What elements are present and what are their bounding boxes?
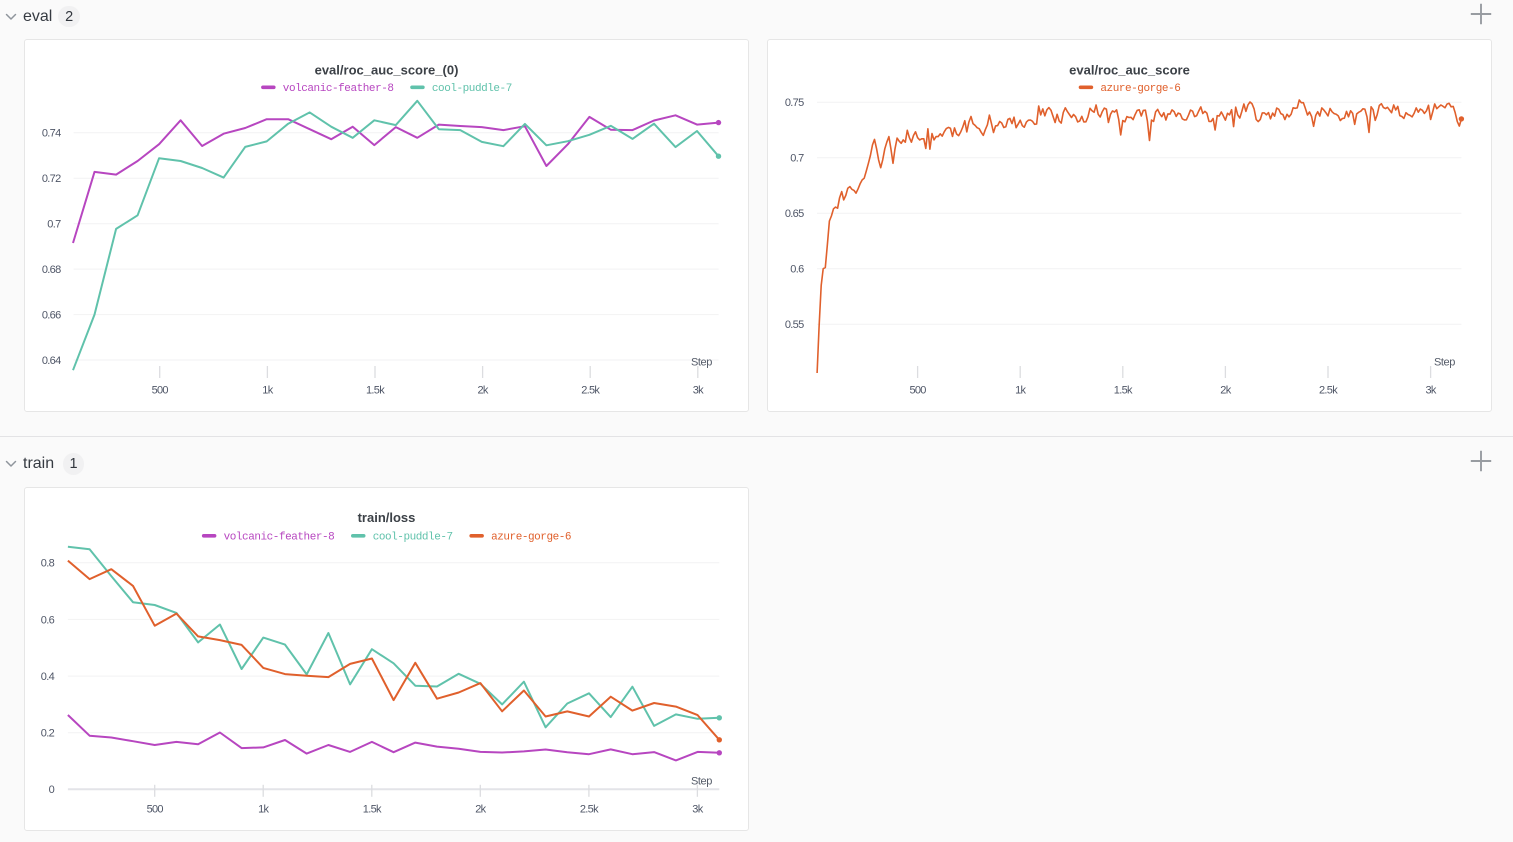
svg-text:1.5k: 1.5k <box>366 385 385 397</box>
svg-text:train/loss: train/loss <box>358 509 416 524</box>
svg-text:eval/roc_auc_score: eval/roc_auc_score <box>1069 63 1190 78</box>
svg-text:cool-puddle-7: cool-puddle-7 <box>432 83 512 95</box>
svg-text:2k: 2k <box>1220 385 1231 397</box>
svg-text:0: 0 <box>49 784 55 796</box>
svg-text:500: 500 <box>909 385 926 397</box>
svg-text:0.66: 0.66 <box>42 309 61 321</box>
svg-text:2k: 2k <box>477 385 488 397</box>
svg-text:Step: Step <box>691 357 712 369</box>
svg-text:Step: Step <box>1434 357 1455 369</box>
svg-text:0.72: 0.72 <box>42 173 61 185</box>
svg-text:0.6: 0.6 <box>41 614 55 626</box>
svg-text:0.7: 0.7 <box>47 219 61 231</box>
svg-text:3k: 3k <box>1425 385 1436 397</box>
svg-text:1k: 1k <box>262 385 273 397</box>
svg-text:0.65: 0.65 <box>785 208 804 220</box>
svg-text:2.5k: 2.5k <box>1319 385 1338 397</box>
svg-text:1.5k: 1.5k <box>1114 385 1133 397</box>
svg-text:1k: 1k <box>258 803 269 815</box>
svg-text:volcanic-feather-8: volcanic-feather-8 <box>224 531 335 543</box>
svg-text:500: 500 <box>152 385 169 397</box>
svg-text:0.64: 0.64 <box>42 355 61 367</box>
svg-text:2k: 2k <box>475 803 486 815</box>
svg-text:volcanic-feather-8: volcanic-feather-8 <box>283 83 394 95</box>
svg-text:0.8: 0.8 <box>41 557 55 569</box>
svg-text:500: 500 <box>147 803 164 815</box>
svg-text:0.74: 0.74 <box>42 128 61 140</box>
svg-text:0.2: 0.2 <box>41 727 55 739</box>
svg-text:2.5k: 2.5k <box>580 803 599 815</box>
svg-text:1.5k: 1.5k <box>363 803 382 815</box>
svg-text:1k: 1k <box>1015 385 1026 397</box>
svg-text:eval/roc_auc_score_(0): eval/roc_auc_score_(0) <box>315 63 459 78</box>
svg-text:2.5k: 2.5k <box>581 385 600 397</box>
svg-text:0.6: 0.6 <box>790 264 804 276</box>
svg-text:0.75: 0.75 <box>785 97 804 109</box>
svg-text:cool-puddle-7: cool-puddle-7 <box>373 531 453 543</box>
svg-text:0.55: 0.55 <box>785 319 804 331</box>
svg-text:azure-gorge-6: azure-gorge-6 <box>1100 83 1180 95</box>
svg-text:Step: Step <box>691 775 712 787</box>
svg-text:3k: 3k <box>692 803 703 815</box>
svg-text:0.7: 0.7 <box>790 153 804 165</box>
svg-text:3k: 3k <box>693 385 704 397</box>
svg-text:0.68: 0.68 <box>42 264 61 276</box>
svg-text:0.4: 0.4 <box>41 670 55 682</box>
svg-text:azure-gorge-6: azure-gorge-6 <box>491 531 571 543</box>
